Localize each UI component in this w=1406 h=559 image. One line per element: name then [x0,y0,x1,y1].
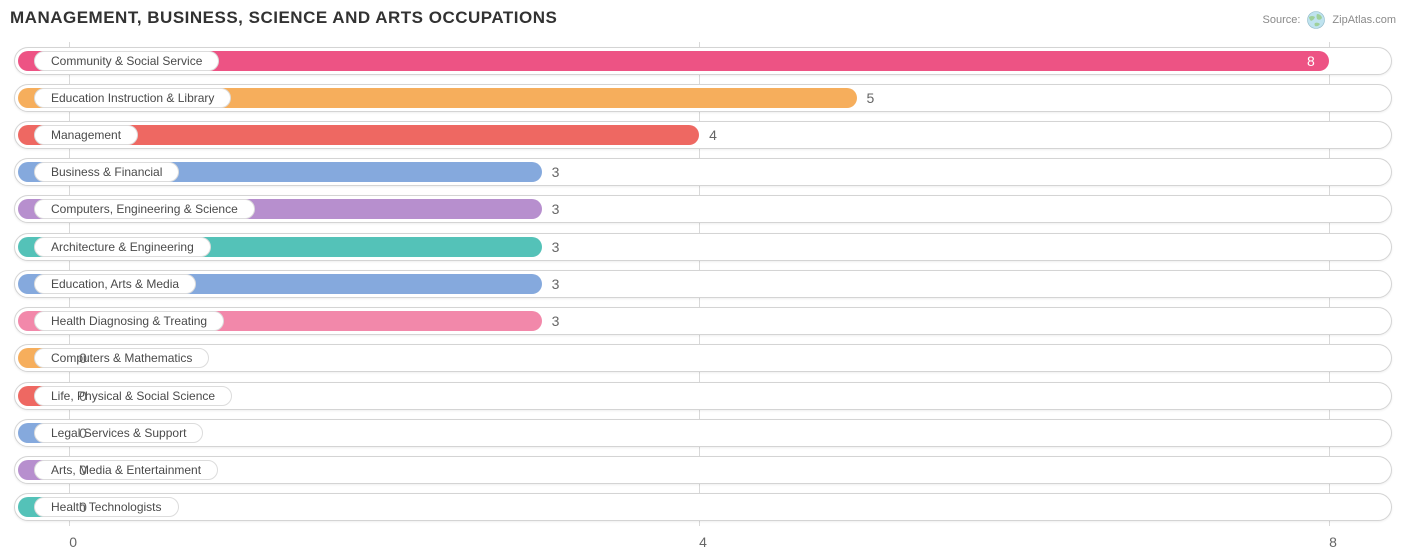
bar-rows: Community & Social Service 8 Education Ins… [14,42,1392,526]
bar-value: 3 [552,276,560,292]
bar-row: Community & Social Service 8 [14,47,1392,75]
bar-value: 0 [79,350,87,366]
bar-value: 3 [552,164,560,180]
bar-row: Computers, Engineering & Science 3 [14,195,1392,223]
bar-row: Computers & Mathematics0 [14,344,1392,372]
bar-row: Business & Financial 3 [14,158,1392,186]
bar-row: Education Instruction & Library 5 [14,84,1392,112]
bar-track [14,344,1392,372]
bar-label: Legal Services & Support [34,423,203,443]
bar-value: 8 [1307,53,1315,69]
header: MANAGEMENT, BUSINESS, SCIENCE AND ARTS O… [10,8,1396,36]
bar-label: Computers, Engineering & Science [34,199,255,219]
bar-row: Health Technologists0 [14,493,1392,521]
bar-row: Arts, Media & Entertainment0 [14,456,1392,484]
bar-label: Education Instruction & Library [34,88,231,108]
bar-value: 4 [709,127,717,143]
bar-track [14,493,1392,521]
bar-value: 0 [79,462,87,478]
bar-row: Life, Physical & Social Science0 [14,382,1392,410]
bar-value: 3 [552,201,560,217]
bar-row: Management 4 [14,121,1392,149]
bar-label: Management [34,125,138,145]
chart-title: MANAGEMENT, BUSINESS, SCIENCE AND ARTS O… [10,8,557,28]
bar-label: Computers & Mathematics [34,348,209,368]
bar-value: 3 [552,313,560,329]
bar-row: Legal Services & Support0 [14,419,1392,447]
bar-value: 0 [79,388,87,404]
bar-label: Life, Physical & Social Science [34,386,232,406]
source-attribution: Source: ZipAtlas.com [1263,8,1397,30]
source-name: ZipAtlas.com [1332,14,1396,26]
bar-track [14,456,1392,484]
bar-row: Education, Arts & Media 3 [14,270,1392,298]
bar-value: 5 [867,90,875,106]
x-tick-label: 4 [699,534,707,550]
bar-label: Health Diagnosing & Treating [34,311,224,331]
bar-track [14,419,1392,447]
bar-row: Health Diagnosing & Treating 3 [14,307,1392,335]
x-tick-label: 0 [69,534,77,550]
bar-label: Arts, Media & Entertainment [34,460,218,480]
bar-label: Business & Financial [34,162,179,182]
bar-label: Education, Arts & Media [34,274,196,294]
bar-value: 0 [79,499,87,515]
bar-value: 3 [552,239,560,255]
bar-label: Architecture & Engineering [34,237,211,257]
bar-value: 0 [79,425,87,441]
x-tick-label: 8 [1329,534,1337,550]
source-label: Source: [1263,14,1301,26]
bar-label: Health Technologists [34,497,179,517]
chart-area: Community & Social Service 8 Education Ins… [10,36,1396,556]
globe-icon [1306,10,1326,30]
bar-label: Community & Social Service [34,51,219,71]
chart-container: MANAGEMENT, BUSINESS, SCIENCE AND ARTS O… [0,0,1406,559]
bar-row: Architecture & Engineering 3 [14,233,1392,261]
